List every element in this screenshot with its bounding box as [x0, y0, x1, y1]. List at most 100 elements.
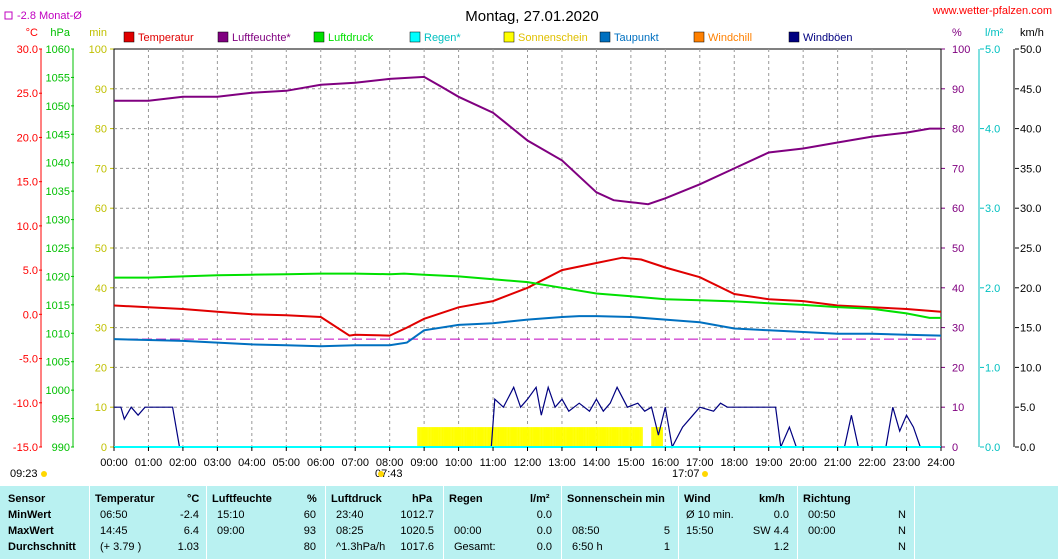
- series-line-luftdruck: [114, 272, 941, 319]
- sunshine-bar: [467, 427, 470, 447]
- sunshine-bar: [655, 427, 658, 447]
- sunshine-bar: [433, 427, 435, 447]
- legend-label: Regen*: [424, 32, 461, 44]
- axis-tick-label: 40.0: [1020, 124, 1041, 136]
- sunshine-bar: [486, 427, 488, 447]
- legend-label: Taupunkt: [614, 32, 659, 44]
- axis-tick-label: 90: [952, 84, 964, 96]
- axis-tick-label: 30.0: [17, 44, 38, 56]
- sunshine-bar: [553, 427, 556, 447]
- axis-tick-label: 1000: [46, 385, 70, 397]
- sunshine-bar: [513, 427, 516, 447]
- sunshine-bar: [572, 427, 574, 447]
- sunshine-bar: [519, 427, 521, 447]
- page-time: 09:23: [10, 468, 38, 480]
- legend-swatch: [788, 31, 800, 43]
- axis-tick-label: 1020: [46, 271, 70, 283]
- sun-icon: [41, 471, 47, 477]
- axis-tick-label: 80: [95, 124, 107, 136]
- x-tick-label: 08:00: [376, 457, 404, 469]
- sunshine-bar: [549, 427, 551, 447]
- axis-tick-label: 70: [95, 163, 107, 175]
- sunshine-bar: [569, 427, 572, 447]
- sunshine-bar: [632, 427, 635, 447]
- sunshine-bar: [451, 427, 454, 447]
- table-cell-t-val: 6.4: [183, 525, 199, 537]
- sunshine-bar: [598, 427, 600, 447]
- table-cell-p-val: 1012.7: [400, 509, 434, 521]
- sunshine-bar: [613, 427, 616, 447]
- table-cell-w-val: 0.0: [773, 509, 789, 521]
- axis-tick-label: 1050: [46, 101, 70, 113]
- sunshine-bar: [455, 427, 458, 447]
- axis-tick-label: 10.0: [17, 221, 38, 233]
- month-avg-marker: [4, 11, 13, 20]
- sunshine-bar: [427, 427, 429, 447]
- hdr-sensor: Sensor: [8, 493, 46, 505]
- table-cell-t-time: 06:50: [100, 509, 128, 521]
- stats-table: Sensor Temperatur °C Luftfeuchte % Luftd…: [0, 486, 1058, 559]
- legend-swatch: [599, 31, 611, 43]
- sunshine-bar: [616, 427, 619, 447]
- axis-tick-label: 30: [952, 323, 964, 335]
- sunshine-bar: [659, 427, 662, 447]
- axis-tick-label: 1.0: [985, 362, 1000, 374]
- hdr-humidity: Luftfeuchte: [212, 493, 272, 505]
- axis-tick-label: 5.0: [23, 265, 38, 277]
- sunshine-bar: [537, 427, 540, 447]
- axis-tick-label: 35.0: [1020, 163, 1041, 175]
- site-url[interactable]: www.wetter-pfalzen.com: [932, 5, 1052, 17]
- sunshine-bar: [536, 427, 539, 447]
- table-cell-d-time: 00:50: [808, 509, 836, 521]
- hdr-wind-unit: km/h: [759, 493, 785, 505]
- hdr-direction: Richtung: [803, 493, 851, 505]
- sunshine-bar: [522, 427, 524, 447]
- series-line-taupunkt: [113, 315, 942, 348]
- sunshine-bar: [470, 427, 472, 447]
- table-cell-t-val: -2.4: [180, 509, 199, 521]
- table-cell-p-time: ^1.3hPa/h: [336, 541, 386, 553]
- sunshine-bar: [428, 427, 431, 447]
- x-tick-label: 04:00: [238, 457, 266, 469]
- sunshine-bar: [466, 427, 468, 447]
- axis-tick-label: 5.0: [1020, 402, 1035, 414]
- axis-tick-label: -5.0: [19, 354, 38, 366]
- axis-tick-label: 25.0: [1020, 243, 1041, 255]
- sunshine-bar: [578, 427, 580, 447]
- sunshine-bar: [499, 427, 501, 447]
- legend-label: Luftfeuchte*: [232, 32, 291, 44]
- sunshine-bar: [580, 427, 583, 447]
- hdr-temperature: Temperatur: [95, 493, 155, 505]
- axis-tick-label: 20.0: [17, 132, 38, 144]
- table-cell-h-time: 09:00: [217, 525, 245, 537]
- x-tick-label: 21:00: [824, 457, 852, 469]
- hdr-rain: Regen: [449, 493, 483, 505]
- axis-tick-label: 5.0: [985, 44, 1000, 56]
- table-cell-p-val: 1020.5: [400, 525, 434, 537]
- table-cell-label: MaxWert: [8, 525, 54, 537]
- axis-tick-label: 1005: [46, 357, 70, 369]
- axis-tick-label: 40: [952, 283, 964, 295]
- axis-tick-label: 30: [95, 323, 107, 335]
- axis-tick-label: 1025: [46, 243, 70, 255]
- axis-tick-label: 0.0: [1020, 442, 1035, 454]
- sunshine-bar: [589, 427, 592, 447]
- sunshine-bar: [480, 427, 483, 447]
- axis-tick-label: 990: [52, 442, 70, 454]
- axis-tick-label: 10: [95, 402, 107, 414]
- sunshine-bar: [543, 427, 546, 447]
- sunshine-bar: [437, 427, 439, 447]
- axis-tick-label: 50: [95, 243, 107, 255]
- sunshine-bar: [602, 427, 605, 447]
- series-line-temperatur: [113, 256, 942, 337]
- sunshine-bar: [636, 427, 639, 447]
- axis-tick-label: 100: [89, 44, 107, 56]
- sunshine-bar: [497, 427, 500, 447]
- sunshine-bar: [588, 427, 590, 447]
- hdr-pressure-unit: hPa: [412, 493, 433, 505]
- sunshine-bar: [540, 427, 543, 447]
- sunshine-bar: [468, 427, 471, 447]
- table-cell-w-time: 15:50: [686, 525, 714, 537]
- sunshine-bar: [583, 427, 586, 447]
- axis-tick-label: 10.0: [1020, 362, 1041, 374]
